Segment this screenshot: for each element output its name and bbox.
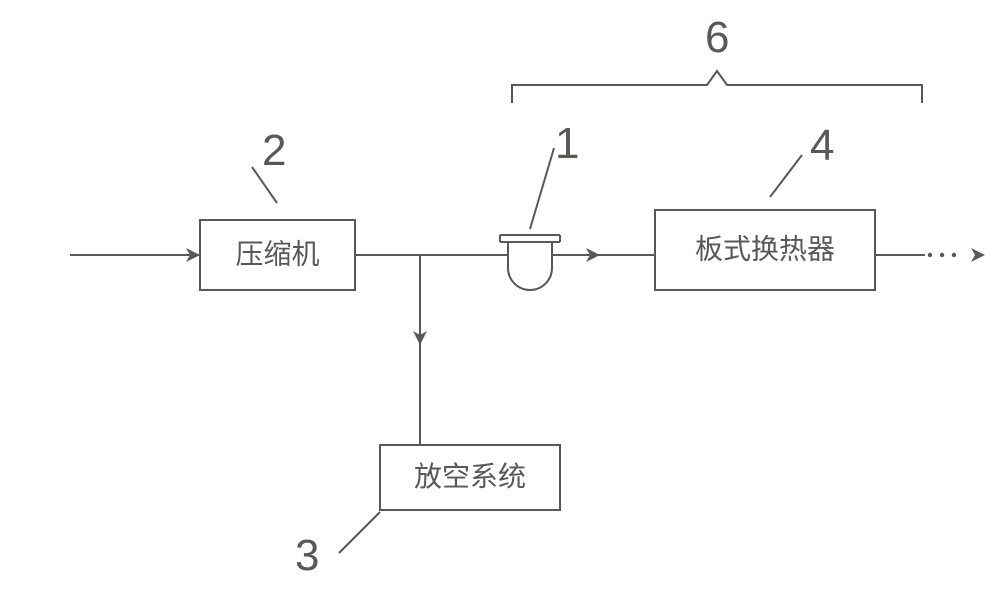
edge-4-dot-2	[952, 253, 956, 257]
group-brace	[512, 71, 922, 103]
edge-4-dot-1	[940, 253, 944, 257]
heat_exchanger-callout-line	[770, 155, 802, 197]
filter-callout-line	[530, 148, 554, 229]
vent_system-label: 放空系统	[414, 461, 526, 493]
filter-cup	[508, 242, 552, 290]
vent_system-callout-number: 3	[295, 531, 319, 580]
edge-4-dot-0	[928, 253, 932, 257]
vent_system-callout-line	[339, 512, 380, 553]
compressor-callout-number: 2	[262, 126, 286, 175]
filter-callout-number: 1	[555, 119, 579, 168]
group-label-number: 6	[705, 13, 729, 62]
heat_exchanger-label: 板式换热器	[695, 233, 835, 265]
compressor-label: 压缩机	[235, 238, 319, 270]
heat_exchanger-callout-number: 4	[810, 121, 834, 170]
